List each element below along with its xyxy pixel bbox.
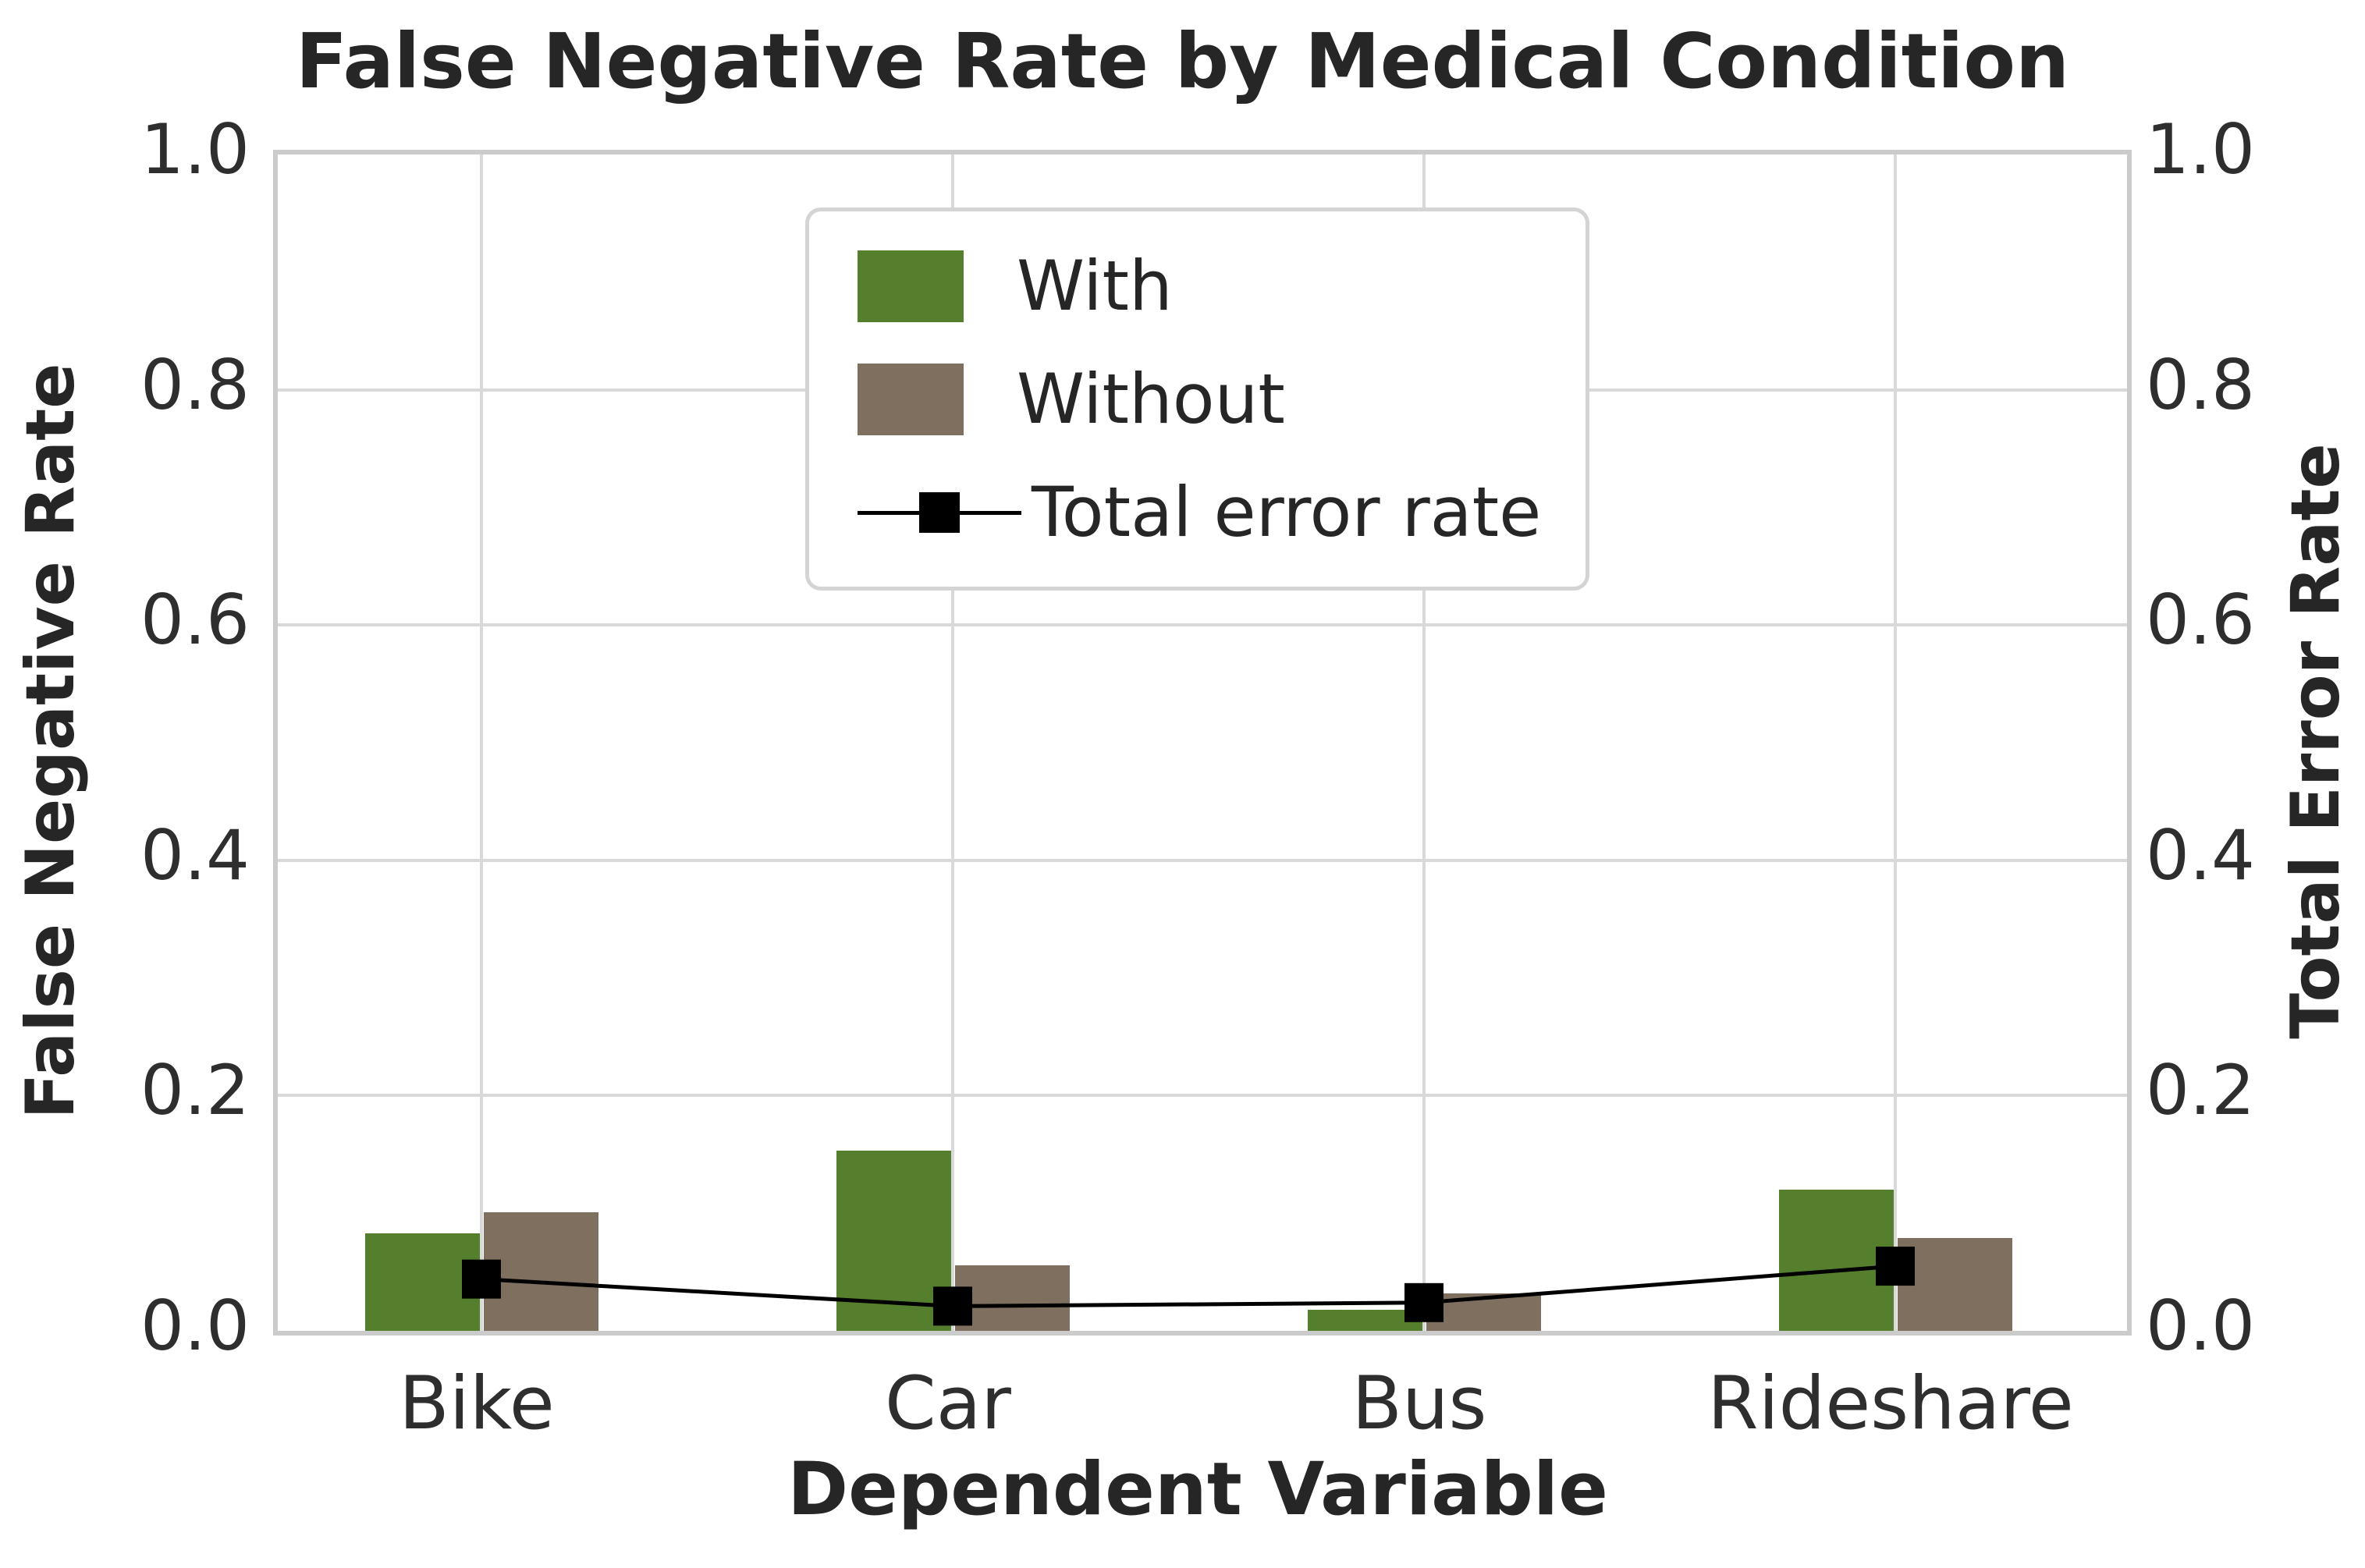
legend-swatch-without <box>858 363 964 435</box>
h-gridline-0.2 <box>278 1094 2127 1098</box>
x-axis-label: Dependent Variable <box>787 1447 1608 1532</box>
y-tick-label-left-0.2: 0.2 <box>140 1050 250 1131</box>
bar-with-bus <box>1307 1309 1422 1331</box>
x-tick-label-bus: Bus <box>1351 1361 1487 1446</box>
total-error-marker-bus <box>1404 1282 1444 1322</box>
y-axis-label-right: Total Error Rate <box>2277 443 2355 1039</box>
bar-with-rideshare <box>1778 1190 1894 1331</box>
legend-square-marker-icon <box>919 491 960 533</box>
y-tick-label-right-0.6: 0.6 <box>2146 580 2255 661</box>
legend-item-without: Without <box>858 359 1539 439</box>
legend-label-without: Without <box>1017 359 1285 439</box>
bar-with-bike <box>364 1233 480 1331</box>
y-tick-label-left-0.6: 0.6 <box>140 580 250 661</box>
legend-line-marker-sample <box>858 477 1021 548</box>
y-tick-label-right-0.2: 0.2 <box>2146 1050 2255 1131</box>
y-tick-label-left-0.0: 0.0 <box>140 1286 250 1366</box>
y-tick-label-right-0.4: 0.4 <box>2146 814 2255 896</box>
y-tick-label-right-0.0: 0.0 <box>2146 1286 2255 1366</box>
total-error-marker-car <box>933 1286 972 1326</box>
legend: With Without Total error rate <box>805 208 1589 591</box>
legend-swatch-with <box>858 250 964 322</box>
legend-label-total-error: Total error rate <box>1032 472 1542 552</box>
total-error-marker-rideshare <box>1876 1247 1915 1286</box>
v-gridline-bike <box>480 154 483 1331</box>
bar-without-car <box>954 1265 1070 1331</box>
v-gridline-bus <box>1422 154 1426 1331</box>
h-gridline-0.6 <box>278 623 2127 627</box>
y-tick-label-left-0.8: 0.8 <box>140 344 250 425</box>
y-tick-label-right-0.8: 0.8 <box>2146 344 2255 425</box>
total-error-marker-bike <box>462 1259 501 1299</box>
h-gridline-0.4 <box>278 858 2127 862</box>
total-error-line-layer <box>462 1247 1915 1326</box>
x-tick-label-bike: Bike <box>399 1361 555 1446</box>
v-gridline-rideshare <box>1894 154 1897 1331</box>
chart-title: False Negative Rate by Medical Condition <box>295 17 2070 105</box>
bar-without-rideshare <box>1897 1237 2012 1331</box>
y-tick-label-right-1.0: 1.0 <box>2146 109 2255 190</box>
total-error-line <box>481 1264 1896 1308</box>
legend-item-total-error: Total error rate <box>858 472 1542 552</box>
x-tick-label-rideshare: Rideshare <box>1707 1361 2074 1446</box>
y-tick-label-left-0.4: 0.4 <box>140 814 250 896</box>
bar-without-bike <box>483 1211 598 1331</box>
v-gridline-car <box>951 154 954 1331</box>
legend-label-with: With <box>1017 246 1173 326</box>
legend-item-with: With <box>858 246 1539 326</box>
x-tick-label-car: Car <box>885 1361 1011 1446</box>
y-tick-label-left-1.0: 1.0 <box>140 109 250 190</box>
y-axis-label-left: False Negative Rate <box>12 363 90 1119</box>
